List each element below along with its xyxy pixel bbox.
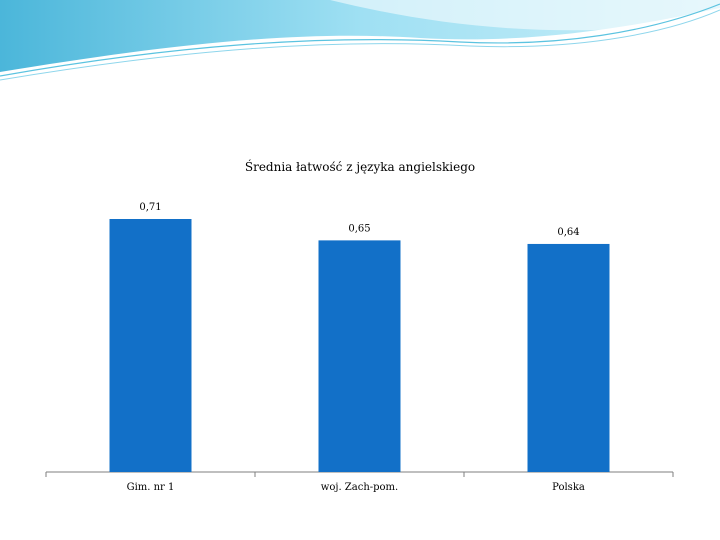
category-label: Polska <box>552 482 585 493</box>
banner-wave-light <box>330 0 720 31</box>
data-label: 0,71 <box>139 202 161 213</box>
category-label: woj. Zach-pom. <box>321 482 398 493</box>
category-label: Gim. nr 1 <box>127 482 175 493</box>
plot-area: 0,71 Gim. nr 1 0,65 woj. Zach-pom. 0,64 Polsk… <box>45 202 674 493</box>
bar <box>527 243 610 472</box>
slide-banner <box>0 0 720 81</box>
chart-title: Średnia łatwość z języka angielskiego <box>245 158 475 174</box>
bar <box>109 219 192 472</box>
bar <box>318 240 401 472</box>
data-label: 0,64 <box>557 227 579 238</box>
banner-line-1 <box>0 3 720 77</box>
banner-line-2 <box>0 9 720 81</box>
data-label: 0,65 <box>348 223 370 234</box>
